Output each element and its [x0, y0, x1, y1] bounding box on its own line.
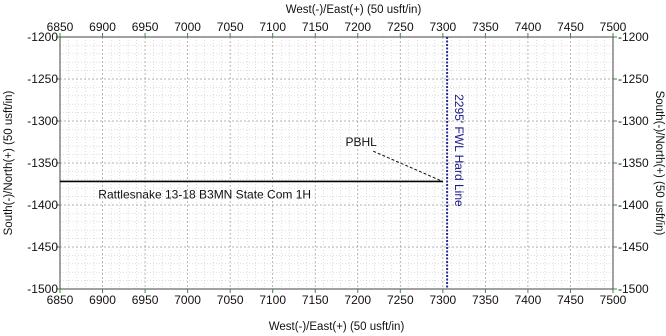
x-tick-label: 7500 — [600, 293, 627, 307]
x-tick-label: 7250 — [387, 20, 414, 34]
y-tick-label: -1300 — [618, 114, 649, 128]
y-tick-label: -1200 — [618, 30, 649, 44]
x-tick-label: 7150 — [302, 293, 329, 307]
x-tick-label: 7000 — [174, 293, 201, 307]
y-tick-label: -1350 — [618, 156, 649, 170]
x-tick-label: 7100 — [259, 20, 286, 34]
x-tick-label: 7400 — [515, 20, 542, 34]
y-axis-title-left: South(-)/North(+) (50 usft/in) — [3, 90, 15, 235]
x-tick-label: 7000 — [174, 20, 201, 34]
y-tick-label: -1250 — [618, 72, 649, 86]
pbhl-leader-line — [372, 150, 444, 182]
y-tick-labels-left: -1200 -1250 -1300 -1350 -1400 -1450 -1500 — [27, 30, 58, 296]
x-axis-title-bottom: West(-)/East(+) (50 usft/in) — [269, 321, 405, 333]
y-tick-label: -1500 — [618, 282, 649, 296]
x-tick-label: 7500 — [600, 20, 627, 34]
pbhl-annotation: PBHL — [345, 135, 377, 149]
x-tick-label: 7200 — [344, 20, 371, 34]
x-tick-labels-top: 6850 6900 6950 7000 7050 7100 7150 7200 7250 7300… — [47, 20, 627, 34]
y-tick-label: -1400 — [618, 198, 649, 212]
y-tick-label: -1400 — [27, 198, 58, 212]
y-axis-title-right: South(-)/North(+) (50 usft/in) — [653, 91, 665, 236]
y-tick-label: -1200 — [27, 30, 58, 44]
x-tick-label: 7300 — [429, 20, 456, 34]
x-tick-label: 7150 — [302, 20, 329, 34]
x-axis-title-top: West(-)/East(+) (50 usft/in) — [286, 4, 422, 16]
y-tick-label: -1300 — [27, 114, 58, 128]
major-grid — [60, 37, 613, 289]
y-tick-label: -1350 — [27, 156, 58, 170]
x-tick-label: 7400 — [515, 293, 542, 307]
series-label: Rattlesnake 13-18 B3MN State Com 1H — [98, 187, 311, 201]
y-tick-label: -1450 — [27, 240, 58, 254]
x-tick-label: 7350 — [472, 293, 499, 307]
x-tick-label: 6850 — [47, 293, 74, 307]
x-tick-label: 6900 — [89, 293, 116, 307]
x-tick-label: 7050 — [217, 293, 244, 307]
x-tick-label: 7450 — [557, 20, 584, 34]
x-tick-labels-bottom: 6850 6900 6950 7000 7050 7100 7150 7200 7250 7300… — [47, 293, 627, 307]
x-tick-label: 6950 — [132, 293, 159, 307]
x-tick-label: 7250 — [387, 293, 414, 307]
x-tick-label: 7350 — [472, 20, 499, 34]
hard-line-label: 2295' FWL Hard Line — [452, 94, 466, 207]
x-tick-label: 7050 — [217, 20, 244, 34]
x-tick-label: 7100 — [259, 293, 286, 307]
y-tick-label: -1250 — [27, 72, 58, 86]
y-tick-label: -1450 — [618, 240, 649, 254]
x-tick-label: 6900 — [89, 20, 116, 34]
tick-marks — [56, 33, 617, 293]
x-tick-label: 6950 — [132, 20, 159, 34]
y-tick-label: -1500 — [27, 282, 58, 296]
x-tick-label: 7200 — [344, 293, 371, 307]
y-tick-labels-right: -1200 -1250 -1300 -1350 -1400 -1450 -1500 — [618, 30, 649, 296]
x-tick-label: 7300 — [429, 293, 456, 307]
x-tick-label: 7450 — [557, 293, 584, 307]
x-tick-label: 6850 — [47, 20, 74, 34]
